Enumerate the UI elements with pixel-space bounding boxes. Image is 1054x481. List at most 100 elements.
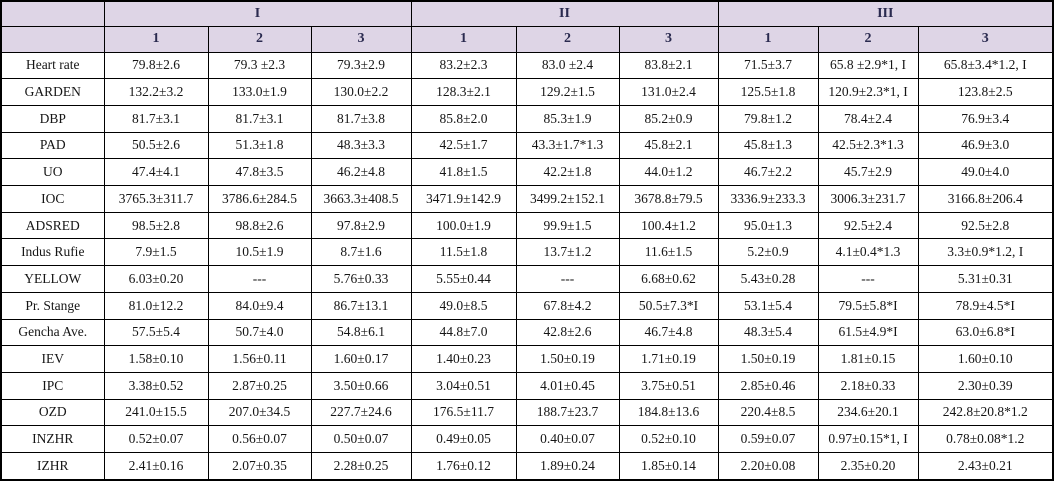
table-cell: 0.49±0.05: [410, 425, 517, 454]
table-cell: 2.20±0.08: [717, 452, 819, 481]
table-cell: 10.5±1.9: [207, 238, 312, 267]
table-cell: 234.6±20.1: [817, 398, 919, 427]
table-cell: 78.9±4.5*I: [917, 291, 1054, 320]
table-cell: 207.0±34.5: [207, 398, 312, 427]
table-cell: 1.50±0.19: [515, 345, 620, 373]
table-cell: 2.18±0.33: [817, 371, 919, 400]
table-cell: 2.28±0.25: [310, 452, 412, 481]
corner-cell: [0, 25, 105, 53]
subcolumn-header: 2: [817, 25, 919, 53]
table-cell: 83.2±2.3: [410, 51, 517, 80]
table-cell: 46.2±4.8: [310, 158, 412, 187]
table-cell: 5.43±0.28: [717, 265, 819, 293]
table-cell: ---: [515, 265, 620, 293]
group-header-III: III: [717, 0, 1054, 27]
table-cell: 71.5±3.7: [717, 51, 819, 80]
row-label: UO: [0, 158, 105, 187]
table-cell: 65.8±3.4*1.2, I: [917, 51, 1054, 80]
table-cell: 44.0±1.2: [618, 158, 719, 187]
subcolumn-header-row: 1 2 3 1 2 3 1 2 3: [0, 25, 1054, 53]
table-cell: 61.5±4.9*I: [817, 318, 919, 347]
table-cell: 0.78±0.08*1.2: [917, 425, 1054, 454]
table-cell: 5.76±0.33: [310, 265, 412, 293]
table-cell: 3.3±0.9*1.2, I: [917, 238, 1054, 267]
table-cell: 50.7±4.0: [207, 318, 312, 347]
table-cell: 176.5±11.7: [410, 398, 517, 427]
table-cell: 85.8±2.0: [410, 104, 517, 133]
table-cell: 1.76±0.12: [410, 452, 517, 481]
table-cell: 1.58±0.10: [103, 345, 209, 373]
table-cell: 85.2±0.9: [618, 104, 719, 133]
table-cell: 97.8±2.9: [310, 211, 412, 240]
table-row: Heart rate 79.8±2.6 79.3 ±2.3 79.3±2.9 83.2±…: [0, 51, 1054, 80]
table-row: ADSRED 98.5±2.8 98.8±2.6 97.8±2.9 100.0±1.9 9…: [0, 211, 1054, 240]
table-cell: 46.9±3.0: [917, 131, 1054, 160]
table-cell: 65.8 ±2.9*1, I: [817, 51, 919, 80]
table-row: Gencha Ave. 57.5±5.4 50.7±4.0 54.8±6.1 44.8±…: [0, 318, 1054, 347]
table-row: Indus Rufie 7.9±1.5 10.5±1.9 8.7±1.6 11.5±1.…: [0, 238, 1054, 267]
table-row: PAD 50.5±2.6 51.3±1.8 48.3±3.3 42.5±1.7 43.3±…: [0, 131, 1054, 160]
table-cell: 133.0±1.9: [207, 78, 312, 106]
row-label: DBP: [0, 104, 105, 133]
table-cell: 42.8±2.6: [515, 318, 620, 347]
subcolumn-header: 2: [515, 25, 620, 53]
group-header-I: I: [103, 0, 412, 27]
table-cell: 220.4±8.5: [717, 398, 819, 427]
table-cell: 2.41±0.16: [103, 452, 209, 481]
table-cell: 0.56±0.07: [207, 425, 312, 454]
table-cell: 50.5±2.6: [103, 131, 209, 160]
table-cell: 83.0 ±2.4: [515, 51, 620, 80]
table-cell: 2.85±0.46: [717, 371, 819, 400]
table-cell: 79.3±2.9: [310, 51, 412, 80]
corner-cell: [0, 0, 105, 27]
row-label: YELLOW: [0, 265, 105, 293]
table-cell: 79.8±1.2: [717, 104, 819, 133]
table-cell: 6.68±0.62: [618, 265, 719, 293]
table-cell: 3663.3±408.5: [310, 185, 412, 213]
table-cell: 227.7±24.6: [310, 398, 412, 427]
table-row: GARDEN 132.2±3.2 133.0±1.9 130.0±2.2 128.3±2…: [0, 78, 1054, 106]
table-cell: 241.0±15.5: [103, 398, 209, 427]
table-cell: 57.5±5.4: [103, 318, 209, 347]
subcolumn-header: 1: [717, 25, 819, 53]
table-cell: 2.30±0.39: [917, 371, 1054, 400]
table-cell: 81.7±3.1: [103, 104, 209, 133]
table-cell: 48.3±5.4: [717, 318, 819, 347]
table-cell: 128.3±2.1: [410, 78, 517, 106]
table-cell: 85.3±1.9: [515, 104, 620, 133]
table-cell: 6.03±0.20: [103, 265, 209, 293]
group-header-row: I II III: [0, 0, 1054, 27]
table-cell: 130.0±2.2: [310, 78, 412, 106]
table-cell: 131.0±2.4: [618, 78, 719, 106]
table-cell: 86.7±13.1: [310, 291, 412, 320]
table-cell: 5.55±0.44: [410, 265, 517, 293]
table-row: IZHR 2.41±0.16 2.07±0.35 2.28±0.25 1.76±0.12…: [0, 452, 1054, 481]
table-cell: 3006.3±231.7: [817, 185, 919, 213]
table-cell: 1.81±0.15: [817, 345, 919, 373]
table-row: UO 47.4±4.1 47.8±3.5 46.2±4.8 41.8±1.5 42.2±1…: [0, 158, 1054, 187]
table-cell: 11.5±1.8: [410, 238, 517, 267]
row-label: INZHR: [0, 425, 105, 454]
table-cell: 188.7±23.7: [515, 398, 620, 427]
subcolumn-header: 3: [310, 25, 412, 53]
table-cell: 46.7±2.2: [717, 158, 819, 187]
table-cell: 3499.2±152.1: [515, 185, 620, 213]
table-cell: 4.1±0.4*1.3: [817, 238, 919, 267]
table-cell: 7.9±1.5: [103, 238, 209, 267]
table-body: Heart rate 79.8±2.6 79.3 ±2.3 79.3±2.9 83.2±…: [0, 51, 1054, 481]
table-cell: 46.7±4.8: [618, 318, 719, 347]
table-cell: 48.3±3.3: [310, 131, 412, 160]
table-cell: 3.75±0.51: [618, 371, 719, 400]
table-cell: 44.8±7.0: [410, 318, 517, 347]
table-cell: 41.8±1.5: [410, 158, 517, 187]
table-cell: 83.8±2.1: [618, 51, 719, 80]
table-cell: 3.50±0.66: [310, 371, 412, 400]
row-label: IEV: [0, 345, 105, 373]
row-label: OZD: [0, 398, 105, 427]
subcolumn-header: 1: [103, 25, 209, 53]
table-header: I II III 1 2 3 1 2 3 1 2 3: [0, 0, 1054, 53]
table-cell: 45.8±1.3: [717, 131, 819, 160]
row-label: Gencha Ave.: [0, 318, 105, 347]
row-label: Pr. Stange: [0, 291, 105, 320]
